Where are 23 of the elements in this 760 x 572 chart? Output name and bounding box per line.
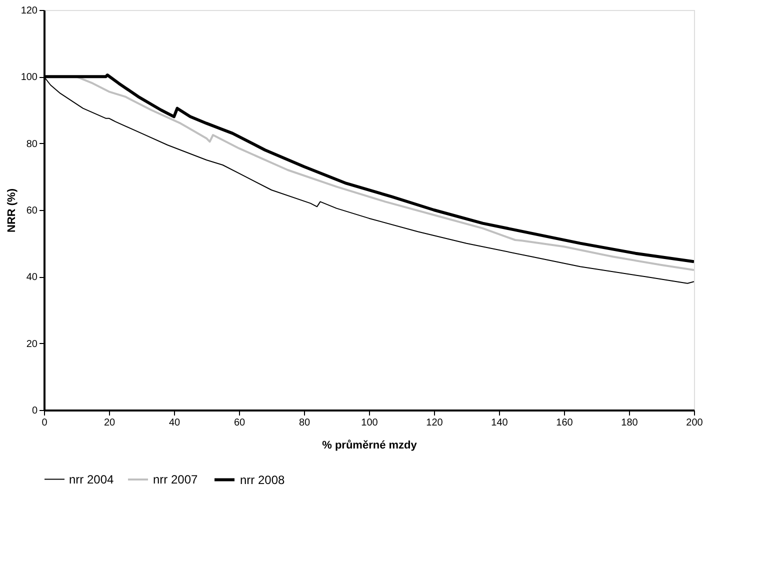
y-tick-label: 60 <box>26 206 38 216</box>
x-tick-label: 160 <box>556 418 574 428</box>
x-axis-title: % průměrné mzdy <box>322 440 418 452</box>
legend-label: nrr 2007 <box>153 472 198 486</box>
y-tick-label: 120 <box>20 6 38 16</box>
x-tick-label: 40 <box>168 418 180 428</box>
y-tick-label: 20 <box>26 338 38 350</box>
y-tick-label: 0 <box>32 406 38 416</box>
x-tick-label: 120 <box>426 418 444 428</box>
y-tick-label: 80 <box>26 138 38 150</box>
legend-label: nrr 2008 <box>240 472 286 487</box>
legend-label: nrr 2004 <box>69 472 114 486</box>
y-tick-label: 40 <box>26 272 38 284</box>
x-tick-label: 60 <box>234 418 246 428</box>
x-tick-label: 200 <box>686 418 704 428</box>
y-tick-label: 100 <box>20 72 38 84</box>
x-tick-label: 140 <box>491 418 508 428</box>
x-tick-label: 100 <box>361 418 378 428</box>
x-tick-label: 20 <box>104 418 116 428</box>
x-tick-label: 180 <box>621 418 638 428</box>
x-tick-label: 0 <box>42 418 48 428</box>
x-tick-label: 80 <box>298 418 310 428</box>
y-axis-title: NRR (%) <box>6 188 18 232</box>
